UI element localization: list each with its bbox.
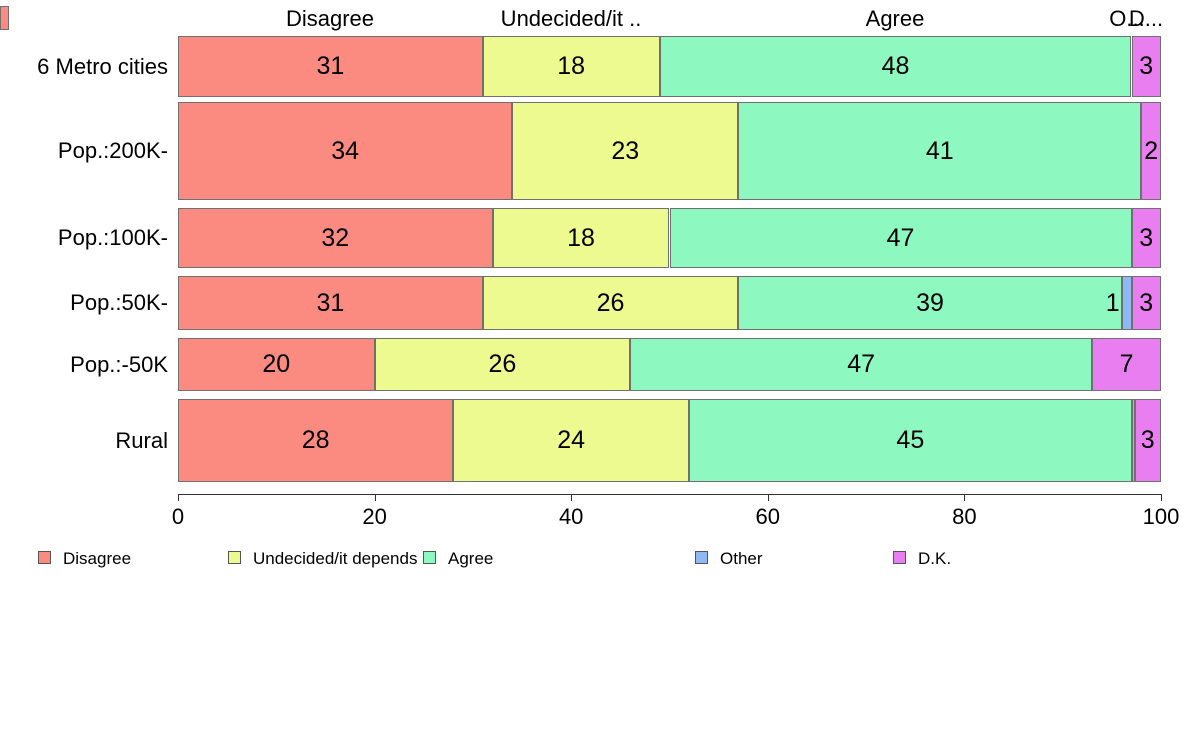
segment-value-label: 34 — [331, 137, 360, 165]
x-axis-tick — [571, 494, 573, 501]
segment-value-label: 24 — [557, 426, 586, 454]
bar-segment — [512, 102, 739, 200]
bar-segment — [1131, 36, 1161, 97]
segment-value-label: 18 — [557, 52, 586, 80]
x-axis-tick — [964, 494, 966, 501]
row-label: Pop.:100K- — [57, 225, 168, 250]
segment-value-label: 26 — [488, 350, 517, 378]
axis-tick-label: 40 — [558, 504, 584, 529]
bar-segment — [1131, 208, 1161, 268]
column-header: D... — [1128, 6, 1164, 31]
stray-red-mark — [0, 6, 9, 30]
segment-value-label: 32 — [321, 224, 350, 252]
bar-row: 28 24 45 3 — [178, 399, 1161, 482]
row-label: Pop.:200K- — [57, 138, 168, 163]
legend-label: Disagree — [63, 549, 132, 568]
bar-segment — [738, 102, 1142, 200]
segment-value-label: 3 — [1140, 426, 1155, 454]
x-axis-tick — [178, 494, 179, 501]
bar-segment — [738, 276, 1122, 330]
axis-tick-label: 80 — [952, 504, 977, 529]
bar-row: 32 18 47 3 — [178, 208, 1161, 268]
bar-segment — [482, 36, 660, 97]
bar-segment — [1131, 399, 1135, 482]
segment-value-label: 47 — [847, 350, 876, 378]
bar-segment — [1121, 276, 1132, 330]
legend-swatch — [695, 551, 708, 564]
bar-segment — [453, 399, 690, 482]
bar-segment — [492, 208, 670, 268]
row-label: Pop.:50K- — [70, 290, 168, 315]
segment-value-label: 3 — [1139, 289, 1154, 317]
bar-row: 31 26 39 1 3 — [178, 276, 1161, 330]
x-axis-tick — [374, 494, 376, 501]
legend-label: Undecided/it depends — [253, 549, 418, 568]
x-axis — [178, 494, 1161, 495]
bar-segment — [178, 208, 493, 268]
segment-value-label: 3 — [1139, 224, 1154, 252]
bar-segment — [1092, 338, 1161, 391]
segment-value-label: 3 — [1139, 52, 1154, 80]
column-header: Disagree — [285, 6, 375, 31]
legend-label: Agree — [448, 549, 494, 568]
segment-value-label: 2 — [1144, 137, 1159, 165]
bar-segment — [178, 102, 513, 200]
legend-label: D.K. — [918, 549, 952, 568]
bar-segment — [178, 276, 483, 330]
bar-segment — [689, 399, 1132, 482]
legend-swatch — [38, 551, 51, 564]
segment-value-label: 23 — [611, 137, 640, 165]
bar-segment — [1141, 102, 1161, 200]
legend-swatch — [893, 551, 906, 564]
bar-segment — [669, 208, 1132, 268]
bar-segment — [659, 36, 1132, 97]
column-header: Undecided/it .. — [500, 6, 642, 31]
bar-segment — [1131, 276, 1161, 330]
row-label: Pop.:-50K — [70, 352, 168, 377]
segment-value-label: 7 — [1119, 350, 1134, 378]
segment-value-label: 41 — [925, 137, 954, 165]
segment-value-label: 39 — [916, 289, 944, 317]
segment-value-label: 26 — [596, 289, 625, 317]
axis-tick-label: 20 — [362, 504, 387, 529]
bar-segment — [178, 338, 375, 391]
bar-segment — [374, 338, 631, 391]
segment-value-label: 28 — [301, 426, 330, 454]
segment-value-label: 47 — [886, 224, 915, 252]
legend-label: Other — [720, 549, 763, 568]
segment-value-label: 31 — [316, 52, 345, 80]
segment-value-label: 31 — [316, 289, 345, 317]
axis-tick-label: 0 — [171, 504, 185, 529]
segment-value-label: 1 — [1105, 289, 1120, 317]
axis-tick-label: 60 — [755, 504, 781, 529]
bar-segment — [178, 36, 483, 97]
bar-row: 31 18 48 3 — [178, 36, 1161, 97]
segment-value-label: 45 — [896, 426, 925, 454]
legend-swatch — [228, 551, 241, 564]
segment-value-label: 18 — [567, 224, 595, 252]
legend-swatch — [423, 551, 436, 564]
bar-row: 34 23 41 2 — [178, 102, 1161, 200]
column-header: O... — [1109, 6, 1145, 31]
x-axis-tick — [1161, 494, 1162, 501]
bar-segment — [1134, 399, 1161, 482]
segment-value-label: 48 — [881, 52, 910, 80]
column-header: Agree — [865, 6, 925, 31]
segment-value-label: 20 — [262, 350, 291, 378]
row-label: Rural — [115, 428, 168, 453]
bar-segment — [178, 399, 454, 482]
axis-tick-label: 100 — [1142, 504, 1180, 529]
bar-segment — [630, 338, 1093, 391]
row-label: 6 Metro cities — [37, 54, 168, 79]
x-axis-tick — [767, 494, 769, 501]
bar-row: 20 26 47 7 — [178, 338, 1161, 391]
bar-segment — [482, 276, 739, 330]
